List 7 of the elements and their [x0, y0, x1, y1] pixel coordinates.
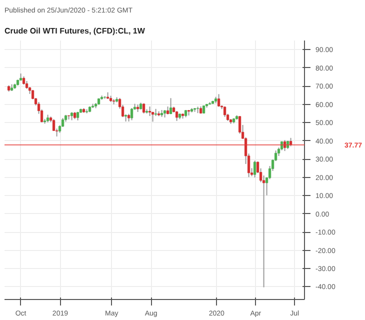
candlestick	[130, 107, 134, 121]
candlestick	[169, 98, 172, 115]
candlestick	[253, 160, 256, 178]
candlestick	[217, 94, 220, 108]
candlestick	[148, 106, 152, 117]
candlestick	[175, 110, 178, 122]
chart-title: Crude Oil WTI Futures, (CFD):CL, 1W	[4, 26, 146, 36]
